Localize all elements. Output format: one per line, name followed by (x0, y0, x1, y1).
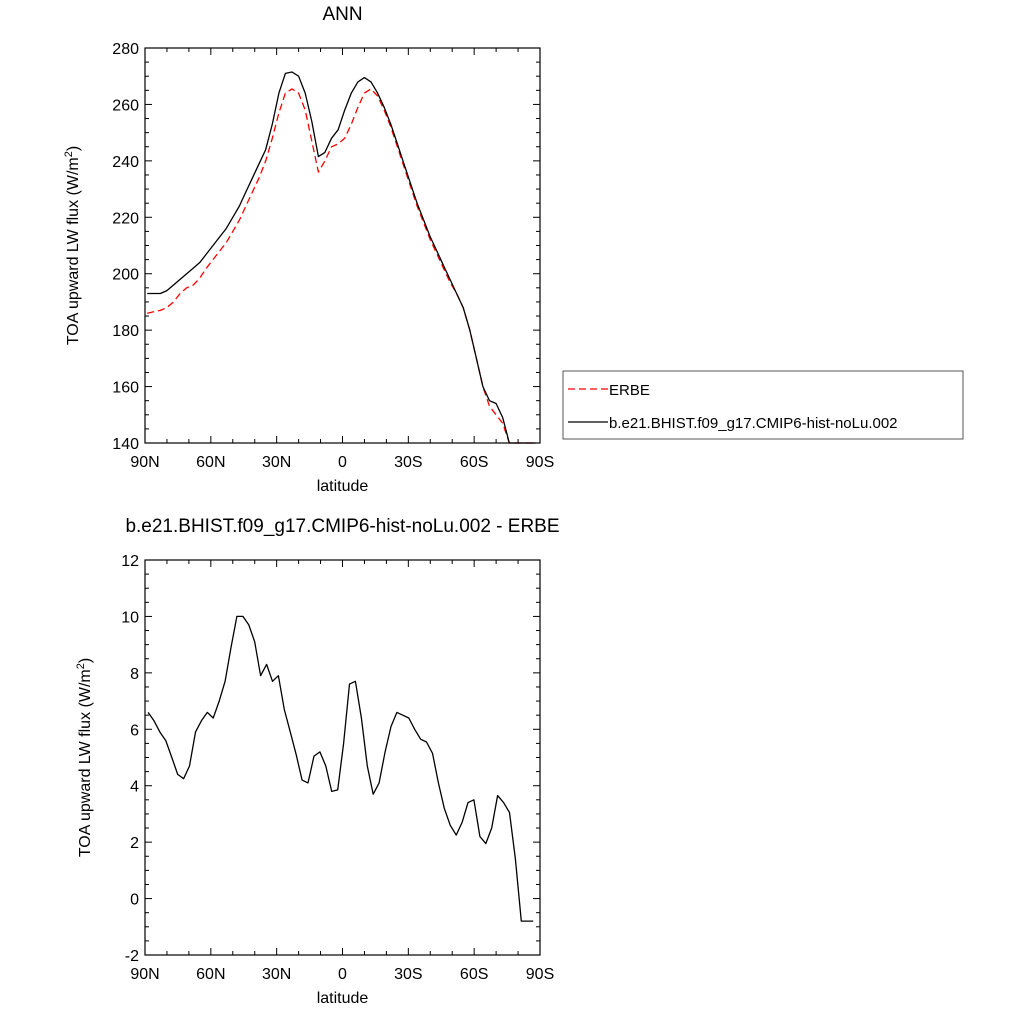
series-line-1 (147, 71, 536, 444)
series-line-0 (147, 88, 536, 444)
y-tick-label: 4 (130, 779, 139, 796)
x-tick-label: 90S (526, 454, 554, 471)
y-tick-label: 260 (112, 97, 139, 114)
y-tick-label: 200 (112, 267, 139, 284)
x-tick-label: 90N (130, 966, 159, 983)
y-tick-label: 10 (121, 609, 139, 626)
x-tick-label: 0 (338, 454, 347, 471)
x-axis-label: latitude (317, 478, 369, 495)
x-axis-label: latitude (317, 990, 369, 1007)
top-panel: ANN 90N 60N 30N 0 30S 60S 90S 140 160 180 200 220 240… (63, 4, 554, 495)
chart-title: b.e21.BHIST.f09_g17.CMIP6-hist-noLu.002 … (125, 516, 559, 537)
x-tick-label: 30N (262, 966, 291, 983)
y-tick-label: 0 (130, 892, 139, 909)
y-axis-label-sup: 2 (75, 663, 87, 669)
y-tick-label: 2 (130, 835, 139, 852)
y-tick-label: 180 (112, 323, 139, 340)
x-tick-label: 90S (526, 966, 554, 983)
y-tick-label: 8 (130, 666, 139, 683)
y-axis-label-end: ) (65, 146, 82, 151)
y-tick-label: 160 (112, 380, 139, 397)
x-tick-label: 60N (196, 454, 225, 471)
x-tick-label: 0 (338, 966, 347, 983)
plot-frame (144, 47, 541, 444)
y-axis-label-main: TOA upward LW flux (W/m (77, 669, 94, 857)
x-tick-label: 90N (130, 454, 159, 471)
y-tick-label: -2 (125, 948, 139, 965)
y-axis-label-end: ) (77, 658, 94, 663)
legend-label-1: b.e21.BHIST.f09_g17.CMIP6-hist-noLu.002 (609, 415, 898, 432)
y-tick-label: 280 (112, 41, 139, 58)
y-axis-label-sup: 2 (63, 151, 75, 157)
legend-label-0: ERBE (609, 382, 650, 399)
bottom-panel: b.e21.BHIST.f09_g17.CMIP6-hist-noLu.002 … (75, 516, 560, 1007)
x-tick-label: 60S (460, 966, 488, 983)
series-line-0 (147, 615, 534, 922)
plot-frame (144, 559, 541, 956)
y-axis-label: TOA upward LW flux (W/m2) (75, 658, 94, 857)
legend-box (562, 370, 964, 440)
y-axis-label: TOA upward LW flux (W/m2) (63, 146, 82, 345)
x-tick-label: 30S (394, 454, 422, 471)
y-tick-label: 240 (112, 154, 139, 171)
x-tick-label: 30N (262, 454, 291, 471)
chart-title: ANN (322, 4, 362, 25)
x-tick-label: 60S (460, 454, 488, 471)
y-tick-label: 6 (130, 722, 139, 739)
y-axis-label-main: TOA upward LW flux (W/m (65, 157, 82, 345)
x-tick-label: 30S (394, 966, 422, 983)
legend: ERBE b.e21.BHIST.f09_g17.CMIP6-hist-noLu.… (562, 370, 964, 440)
x-tick-label: 60N (196, 966, 225, 983)
y-tick-label: 140 (112, 436, 139, 453)
y-tick-label: 220 (112, 210, 139, 227)
y-tick-label: 12 (121, 553, 139, 570)
